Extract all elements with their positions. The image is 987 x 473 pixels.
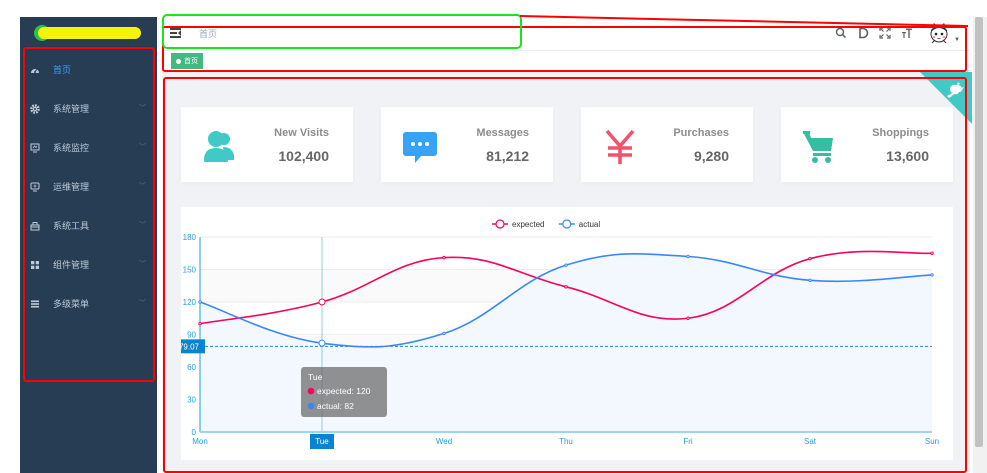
svg-text:180: 180 — [183, 233, 197, 242]
card-title: Purchases — [673, 127, 729, 139]
card-value: 81,212 — [486, 148, 529, 164]
toolbox-icon — [30, 221, 40, 231]
card-new-visits[interactable]: New Visits 102,400 — [181, 107, 353, 182]
card-value: 13,600 — [886, 148, 929, 164]
sidebar-item-system-management[interactable]: 系统管理 ﹀ — [20, 89, 157, 128]
tags-view: 首页 — [162, 51, 970, 71]
tag-home[interactable]: 首页 — [171, 53, 203, 69]
svg-text:Mon: Mon — [192, 437, 208, 446]
svg-text:Tue: Tue — [315, 437, 329, 446]
svg-text:79.07: 79.07 — [181, 342, 200, 351]
scrollbar-thumb[interactable] — [975, 17, 983, 447]
hamburger-icon[interactable] — [170, 28, 181, 38]
logo-redaction — [38, 27, 141, 39]
sidebar-item-system-monitor[interactable]: 系统监控 ﹀ — [20, 128, 157, 167]
svg-text:Sat: Sat — [804, 437, 817, 446]
chevron-down-icon: ﹀ — [139, 105, 146, 112]
svg-text:0: 0 — [192, 428, 197, 437]
line-chart-canvas[interactable]: 0 30 60 90 120 150 180 79.07 Mon Tue Wed Thu Fri Sat S… — [181, 207, 953, 460]
sidebar-item-label: 首页 — [53, 65, 72, 75]
svg-text:150: 150 — [183, 266, 197, 275]
sidebar-menu: 首页 系统管理 ﹀ 系统监控 ﹀ 运维管理 ﹀ — [20, 50, 157, 323]
sidebar-item-label: 系统监控 — [53, 143, 90, 153]
document-icon[interactable] — [856, 27, 870, 42]
list-icon — [30, 299, 40, 309]
card-title: New Visits — [274, 127, 329, 139]
people-icon — [201, 129, 241, 165]
svg-text:90: 90 — [187, 331, 196, 340]
svg-text:actual: actual — [579, 220, 601, 229]
card-shoppings[interactable]: Shoppings 13,600 — [781, 107, 953, 182]
svg-text:60: 60 — [187, 363, 196, 372]
card-value: 102,400 — [278, 148, 329, 164]
svg-text:Sun: Sun — [925, 437, 939, 446]
gear-icon — [30, 103, 40, 114]
sidebar-item-home[interactable]: 首页 — [20, 50, 157, 89]
sidebar-item-component-management[interactable]: 组件管理 ﹀ — [20, 245, 157, 284]
ops-monitor-icon — [30, 182, 40, 192]
panel-group: New Visits 102,400 Messages 81,212 — [181, 107, 953, 182]
card-value: 9,280 — [693, 148, 729, 164]
dashboard-icon — [30, 65, 40, 75]
sidebar-item-label: 系统管理 — [53, 104, 90, 114]
monitor-icon — [30, 143, 40, 153]
annotation-line — [520, 15, 969, 27]
chevron-down-icon: ﹀ — [139, 300, 146, 307]
tag-active-dot — [176, 58, 181, 64]
svg-text:120: 120 — [183, 298, 197, 307]
grid-icon — [30, 260, 40, 270]
chevron-down-icon: ﹀ — [139, 144, 146, 151]
github-corner[interactable] — [920, 72, 972, 124]
caret-down-icon[interactable]: ▼ — [954, 37, 960, 43]
breadcrumb: 首页 — [199, 29, 218, 39]
money-icon — [601, 129, 641, 165]
svg-text:30: 30 — [187, 396, 196, 405]
svg-text:Tue: Tue — [308, 372, 323, 382]
search-icon[interactable] — [834, 27, 848, 42]
card-title: Messages — [476, 127, 529, 139]
svg-text:actual: 82: actual: 82 — [317, 401, 354, 411]
card-messages[interactable]: Messages 81,212 — [381, 107, 553, 182]
svg-text:Fri: Fri — [683, 437, 693, 446]
sidebar-item-label: 组件管理 — [53, 260, 90, 270]
card-title: Shoppings — [872, 127, 929, 139]
sidebar: 首页 系统管理 ﹀ 系统监控 ﹀ 运维管理 ﹀ — [20, 17, 157, 473]
chevron-down-icon: ﹀ — [139, 222, 146, 229]
chevron-down-icon: ﹀ — [139, 183, 146, 190]
sidebar-item-ops-management[interactable]: 运维管理 ﹀ — [20, 167, 157, 206]
right-menu: ▼ — [826, 19, 960, 49]
sidebar-item-label: 系统工具 — [53, 221, 90, 231]
logo[interactable] — [34, 25, 144, 41]
chevron-down-icon: ﹀ — [139, 261, 146, 268]
main-content: New Visits 102,400 Messages 81,212 — [162, 72, 972, 473]
tag-label: 首页 — [184, 58, 198, 65]
svg-text:Thu: Thu — [559, 437, 573, 446]
sidebar-item-label: 运维管理 — [53, 182, 90, 192]
shopping-cart-icon — [801, 129, 841, 165]
message-icon — [401, 129, 441, 165]
sidebar-item-system-tools[interactable]: 系统工具 ﹀ — [20, 206, 157, 245]
sidebar-item-multi-level-menu[interactable]: 多级菜单 ﹀ — [20, 284, 157, 323]
svg-text:Wed: Wed — [436, 437, 452, 446]
svg-text:expected: 120: expected: 120 — [317, 386, 371, 396]
font-size-icon[interactable] — [900, 27, 914, 42]
sidebar-item-label: 多级菜单 — [53, 299, 90, 309]
card-purchases[interactable]: Purchases 9,280 — [581, 107, 753, 182]
svg-text:expected: expected — [512, 220, 544, 229]
line-chart[interactable]: 0 30 60 90 120 150 180 79.07 Mon Tue Wed Thu Fri Sat S… — [181, 207, 953, 460]
